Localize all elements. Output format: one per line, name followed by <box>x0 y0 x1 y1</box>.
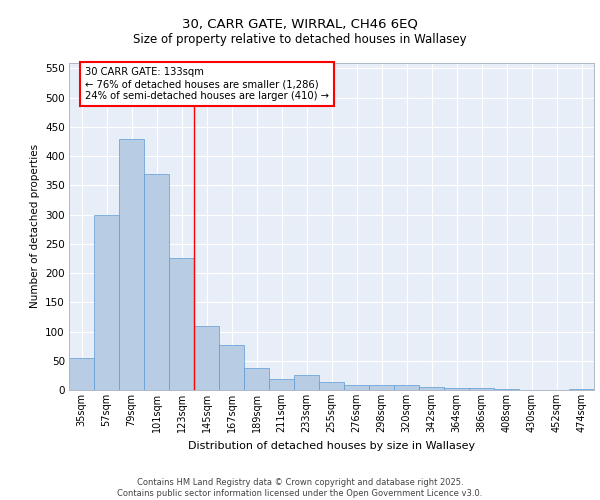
Bar <box>394 386 419 390</box>
Bar <box>344 384 369 390</box>
Text: Contains HM Land Registry data © Crown copyright and database right 2025.
Contai: Contains HM Land Registry data © Crown c… <box>118 478 482 498</box>
Y-axis label: Number of detached properties: Number of detached properties <box>29 144 40 308</box>
Bar <box>219 345 244 390</box>
Text: 30 CARR GATE: 133sqm
← 76% of detached houses are smaller (1,286)
24% of semi-de: 30 CARR GATE: 133sqm ← 76% of detached h… <box>85 68 329 100</box>
Bar <box>444 388 469 390</box>
Bar <box>244 368 269 390</box>
Text: 30, CARR GATE, WIRRAL, CH46 6EQ: 30, CARR GATE, WIRRAL, CH46 6EQ <box>182 18 418 30</box>
Bar <box>469 388 494 390</box>
Bar <box>69 358 94 390</box>
Bar <box>369 384 394 390</box>
Bar <box>494 389 519 390</box>
Bar <box>194 326 219 390</box>
Bar <box>94 214 119 390</box>
Bar <box>419 387 444 390</box>
X-axis label: Distribution of detached houses by size in Wallasey: Distribution of detached houses by size … <box>188 440 475 450</box>
Bar <box>319 382 344 390</box>
Bar <box>269 380 294 390</box>
Text: Size of property relative to detached houses in Wallasey: Size of property relative to detached ho… <box>133 32 467 46</box>
Bar <box>294 376 319 390</box>
Bar <box>144 174 169 390</box>
Bar <box>169 258 194 390</box>
Bar <box>569 389 594 390</box>
Bar <box>119 138 144 390</box>
